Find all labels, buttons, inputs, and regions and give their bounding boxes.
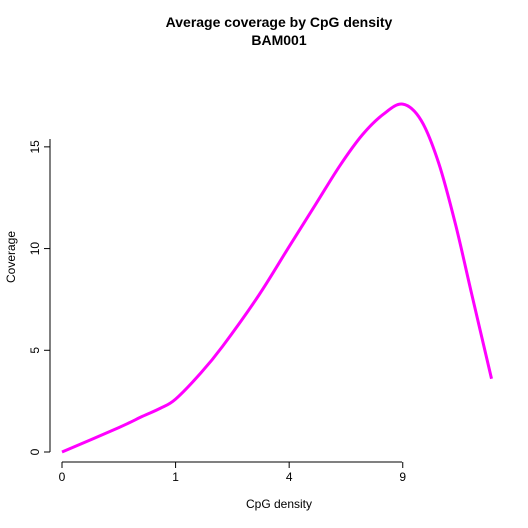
chart-title: Average coverage by CpG density [166,14,393,30]
y-axis-label: Coverage [4,231,18,283]
x-tick-label: 1 [172,470,179,484]
x-axis-ticks: 0 1 4 9 [59,462,406,484]
y-axis-ticks: 0 5 10 15 [28,140,50,455]
x-tick-label: 4 [286,470,293,484]
y-tick-label: 0 [28,448,42,455]
y-tick-label: 15 [28,140,42,154]
y-tick-label: 10 [28,242,42,256]
chart-subtitle: BAM001 [251,32,306,48]
y-tick-label: 5 [28,347,42,354]
x-axis-label: CpG density [246,497,312,511]
series-line [61,102,493,454]
series-layer [61,102,493,454]
x-tick-label: 9 [399,470,406,484]
x-tick-label: 0 [59,470,66,484]
